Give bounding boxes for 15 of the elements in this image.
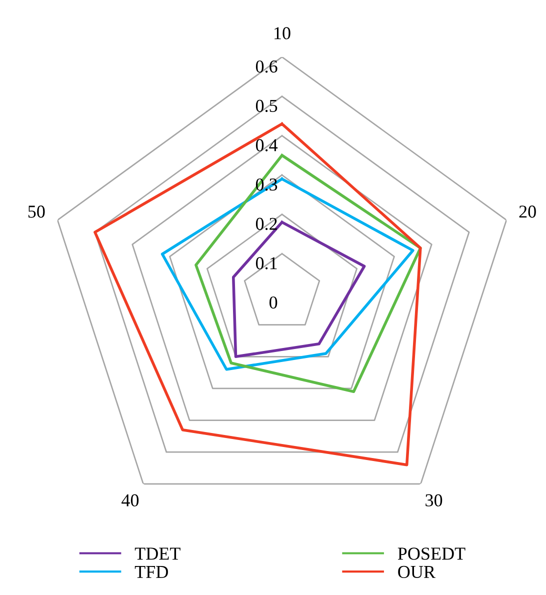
y-tick-label: 0.1	[256, 257, 277, 270]
y-tick-label: 0	[269, 296, 278, 309]
spoke-label: 10	[274, 27, 290, 40]
spoke-label: 50	[28, 206, 45, 218]
y-tick-label: 0.4	[256, 139, 278, 152]
spoke-label: 40	[122, 494, 139, 506]
y-tick-label: 0.2	[256, 218, 277, 230]
spoke-label: 30	[426, 494, 442, 506]
spoke-label: 20	[519, 206, 536, 218]
y-tick-label: 0.5	[256, 100, 278, 112]
legend-label: OUR	[398, 566, 436, 578]
y-tick-label: 0.6	[256, 60, 278, 73]
legend-label: TFD	[134, 566, 168, 578]
legend-label: TDET	[134, 548, 180, 560]
legend-label: POSEDT	[398, 548, 466, 560]
